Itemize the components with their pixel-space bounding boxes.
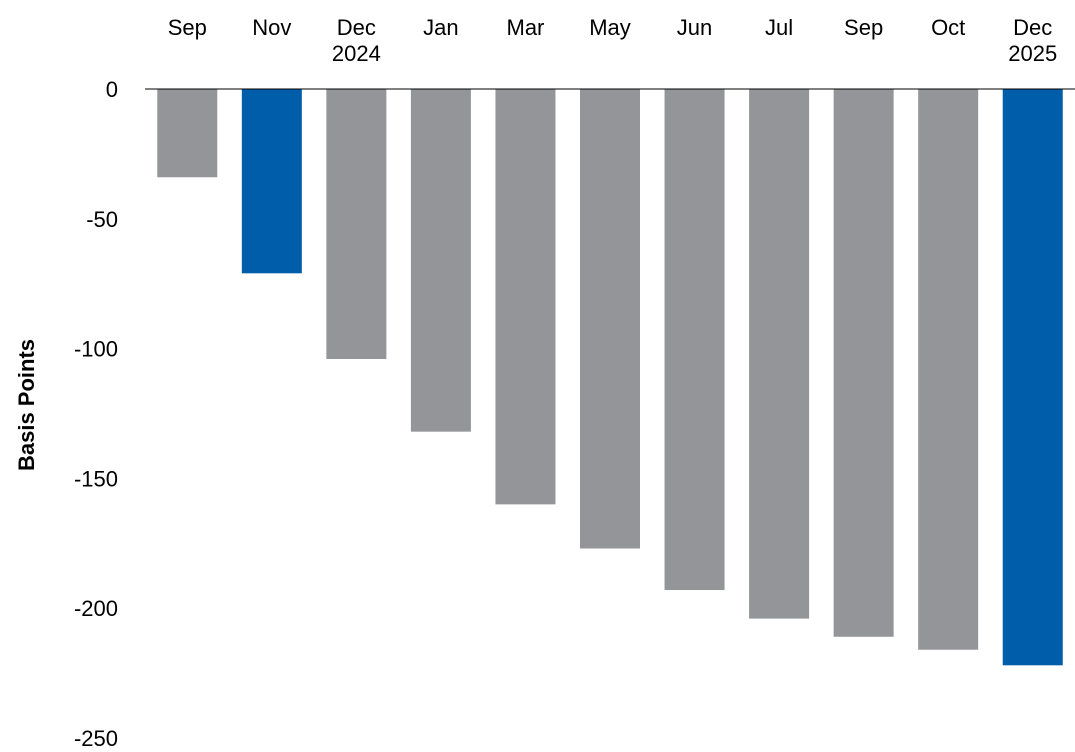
- category-labels: Sep Nov Dec 2024 Jan Mar May Jun Jul Sep Oct Dec 202…: [168, 15, 1058, 66]
- y-axis-title: Basis Points: [14, 339, 39, 471]
- category-label-11: Dec 2025: [1008, 15, 1057, 66]
- category-label-1: Sep: [168, 15, 207, 40]
- bar-1: [157, 89, 218, 178]
- bar-10: [918, 89, 979, 650]
- y-tick-label-6: -250: [74, 726, 118, 747]
- bar-8: [749, 89, 810, 619]
- y-tick-label-3: -100: [74, 337, 118, 362]
- category-label-5: Mar: [507, 15, 545, 40]
- bar-7: [664, 89, 725, 591]
- category-label-7: Jun: [677, 15, 712, 40]
- y-tick-label-4: -150: [74, 466, 118, 491]
- bars-layer: [157, 89, 1063, 666]
- category-label-2: Nov: [252, 15, 291, 40]
- y-tick-label-2: -50: [86, 207, 118, 232]
- bar-6: [580, 89, 640, 549]
- category-label-6: May: [589, 15, 631, 40]
- category-label-10: Oct: [931, 15, 965, 40]
- bar-2: [241, 89, 302, 274]
- y-tick-label-5: -200: [74, 596, 118, 621]
- category-label-9: Sep: [844, 15, 883, 40]
- bar-11: [1002, 89, 1063, 666]
- category-label-8: Jul: [765, 15, 793, 40]
- category-label-3: Dec 2024: [332, 15, 381, 66]
- y-axis-tick-labels: 0 -50 -100 -150 -200 -250: [74, 77, 118, 751]
- bar-5: [495, 89, 556, 505]
- bar-3: [326, 89, 387, 359]
- bar-9: [833, 89, 894, 637]
- bar-4: [410, 89, 471, 432]
- category-label-4: Jan: [423, 15, 458, 40]
- y-tick-label-1: 0: [106, 77, 118, 102]
